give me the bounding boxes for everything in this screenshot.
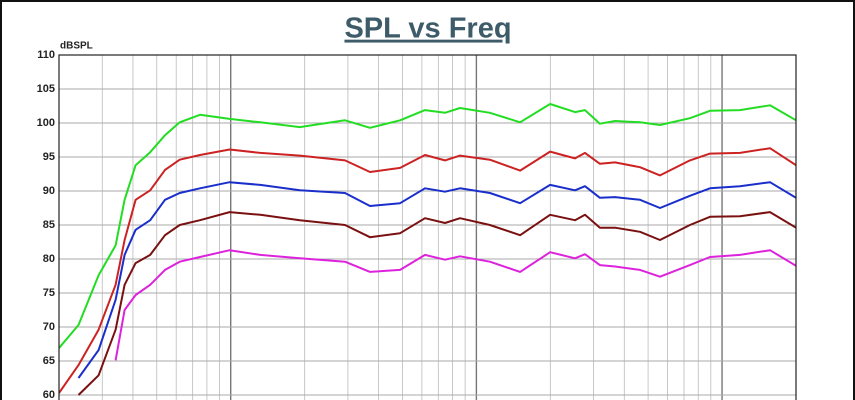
y-tick-label: 60 (43, 389, 55, 400)
y-tick-label: 105 (37, 83, 55, 95)
spl-line (77, 211, 796, 396)
spl-line (77, 181, 796, 379)
chart-title: SPL vs Freq (344, 13, 511, 45)
spl-line (59, 103, 796, 349)
spl-line (114, 249, 796, 361)
spl-line (59, 147, 796, 394)
y-tick-label: 100 (37, 117, 55, 129)
plot-border (58, 54, 797, 400)
y-tick-label: 70 (43, 321, 55, 333)
y-tick-label: 85 (43, 219, 55, 231)
y-tick-label: 80 (43, 253, 55, 265)
y-tick-label: 65 (43, 355, 55, 367)
y-tick-label: 110 (37, 49, 55, 61)
y-axis-label: dBSPL (60, 41, 93, 52)
y-tick-label: 95 (43, 151, 55, 163)
y-tick-label: 75 (43, 287, 55, 299)
y-tick-label: 90 (43, 185, 55, 197)
